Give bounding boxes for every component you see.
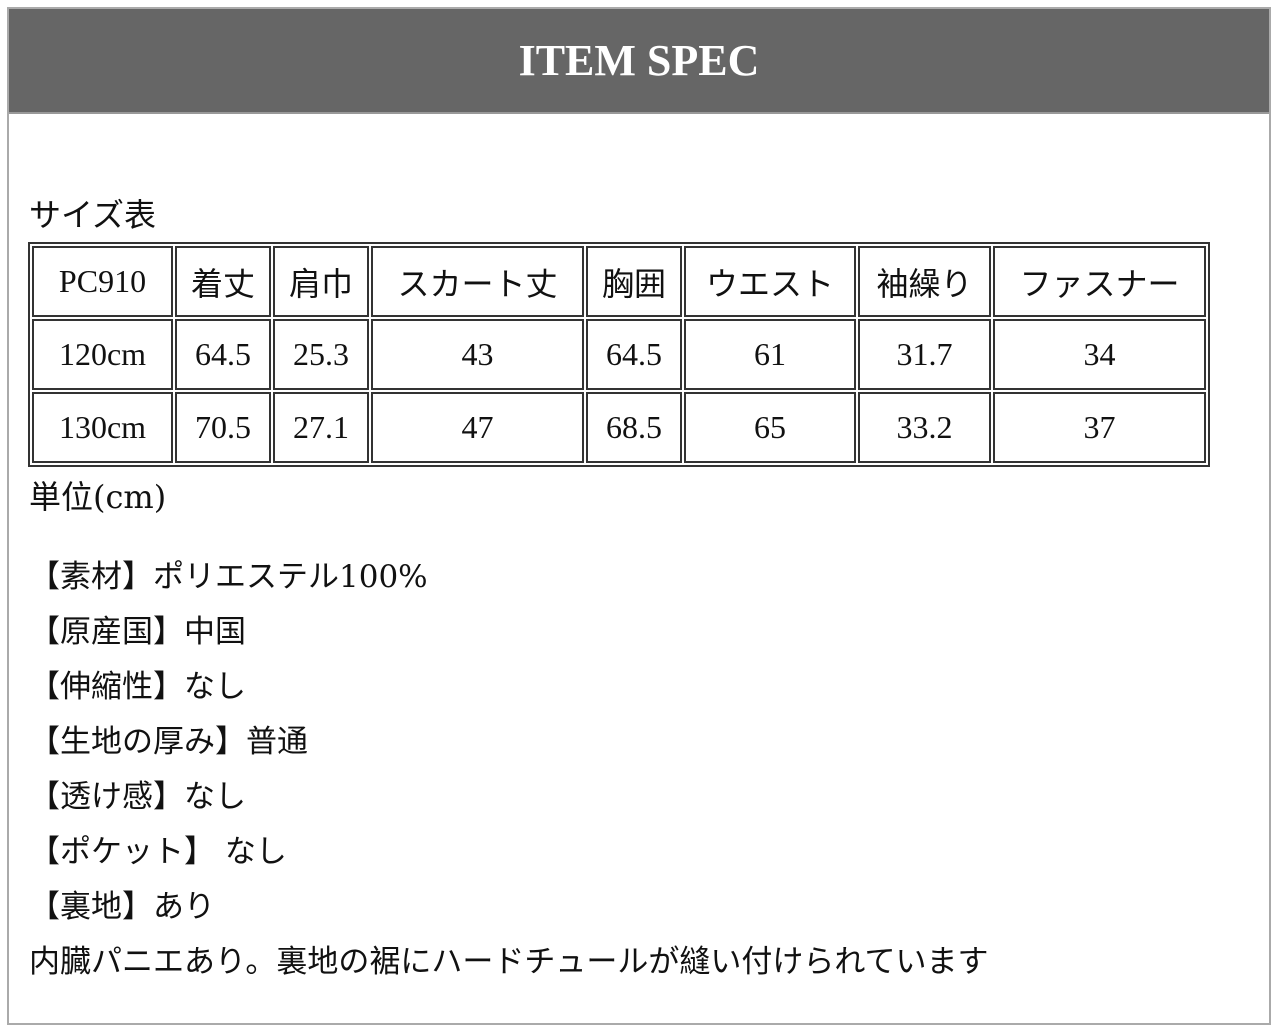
table-row: 130cm 70.5 27.1 47 68.5 65 33.2 37 [32, 392, 1206, 463]
header-cell: 袖繰り [858, 246, 991, 317]
header-cell: 肩巾 [273, 246, 369, 317]
table-cell: 120cm [32, 319, 173, 390]
table-cell: 34 [993, 319, 1206, 390]
table-cell: 70.5 [175, 392, 271, 463]
table-cell: 61 [684, 319, 856, 390]
spec-note: 内臓パニエあり。裏地の裾にハードチュールが縫い付けられています [29, 944, 989, 980]
table-cell: 37 [993, 392, 1206, 463]
size-table: PC910 着丈 肩巾 スカート丈 胸囲 ウエスト 袖繰り ファスナー 120c… [28, 242, 1210, 467]
spec-list: 【素材】ポリエステル100% 【原産国】中国 【伸縮性】なし 【生地の厚み】普通… [29, 550, 988, 990]
spec-lining: 【裏地】あり [29, 889, 215, 925]
spec-sheerness: 【透け感】なし [29, 779, 246, 815]
header-cell: ウエスト [684, 246, 856, 317]
item-spec-panel: ITEM SPEC [7, 7, 1271, 1025]
spec-pocket: 【ポケット】 なし [29, 834, 287, 870]
table-cell: 68.5 [586, 392, 682, 463]
table-cell: 43 [371, 319, 584, 390]
size-table-caption: サイズ表 [29, 196, 157, 234]
header-cell: 胸囲 [586, 246, 682, 317]
spec-origin: 【原産国】中国 [29, 614, 246, 650]
table-cell: 27.1 [273, 392, 369, 463]
spec-thickness: 【生地の厚み】普通 [29, 724, 308, 760]
table-cell: 64.5 [175, 319, 271, 390]
table-cell: 65 [684, 392, 856, 463]
header-cell: ファスナー [993, 246, 1206, 317]
table-cell: 25.3 [273, 319, 369, 390]
table-header-row: PC910 着丈 肩巾 スカート丈 胸囲 ウエスト 袖繰り ファスナー [32, 246, 1206, 317]
header-cell: PC910 [32, 246, 173, 317]
unit-note: 単位(cm) [29, 478, 167, 516]
table-cell: 130cm [32, 392, 173, 463]
header-cell: 着丈 [175, 246, 271, 317]
table-cell: 33.2 [858, 392, 991, 463]
spec-stretch: 【伸縮性】なし [29, 669, 246, 705]
spec-material: 【素材】ポリエステル100% [29, 559, 428, 595]
header-cell: スカート丈 [371, 246, 584, 317]
table-row: 120cm 64.5 25.3 43 64.5 61 31.7 34 [32, 319, 1206, 390]
table-cell: 64.5 [586, 319, 682, 390]
item-spec-header: ITEM SPEC [9, 9, 1269, 114]
table-cell: 31.7 [858, 319, 991, 390]
table-cell: 47 [371, 392, 584, 463]
